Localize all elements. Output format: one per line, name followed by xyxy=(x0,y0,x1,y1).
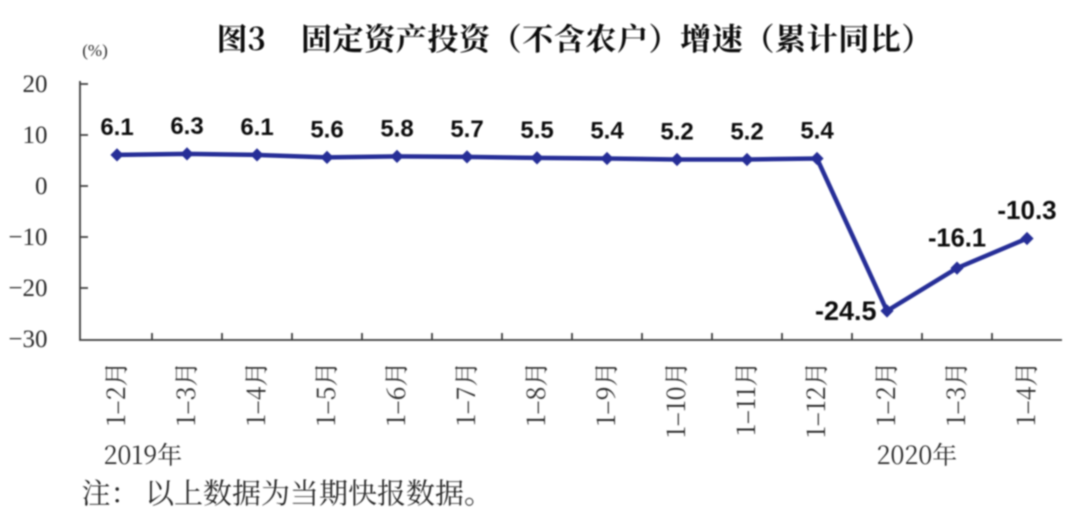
svg-text:6.1: 6.1 xyxy=(240,114,273,141)
svg-text:5.4: 5.4 xyxy=(590,118,624,145)
svg-text:5.6: 5.6 xyxy=(310,116,343,143)
svg-text:6.1: 6.1 xyxy=(100,114,133,141)
svg-text:-24.5: -24.5 xyxy=(815,296,877,326)
svg-text:5.7: 5.7 xyxy=(450,116,483,143)
svg-text:(%): (%) xyxy=(82,41,107,60)
svg-text:6.3: 6.3 xyxy=(170,113,203,140)
svg-text:-10.3: -10.3 xyxy=(997,195,1056,225)
svg-text:−10: −10 xyxy=(8,224,47,251)
svg-text:5.8: 5.8 xyxy=(380,115,413,142)
svg-text:5.2: 5.2 xyxy=(660,119,693,146)
svg-text:0: 0 xyxy=(35,173,48,200)
svg-text:5.5: 5.5 xyxy=(520,117,553,144)
svg-text:−20: −20 xyxy=(8,275,47,302)
svg-text:5.2: 5.2 xyxy=(730,119,763,146)
svg-text:−30: −30 xyxy=(8,326,47,353)
svg-text:10: 10 xyxy=(23,122,48,149)
svg-text:20: 20 xyxy=(23,71,48,98)
svg-text:-16.1: -16.1 xyxy=(928,224,986,252)
svg-text:5.4: 5.4 xyxy=(800,118,834,145)
